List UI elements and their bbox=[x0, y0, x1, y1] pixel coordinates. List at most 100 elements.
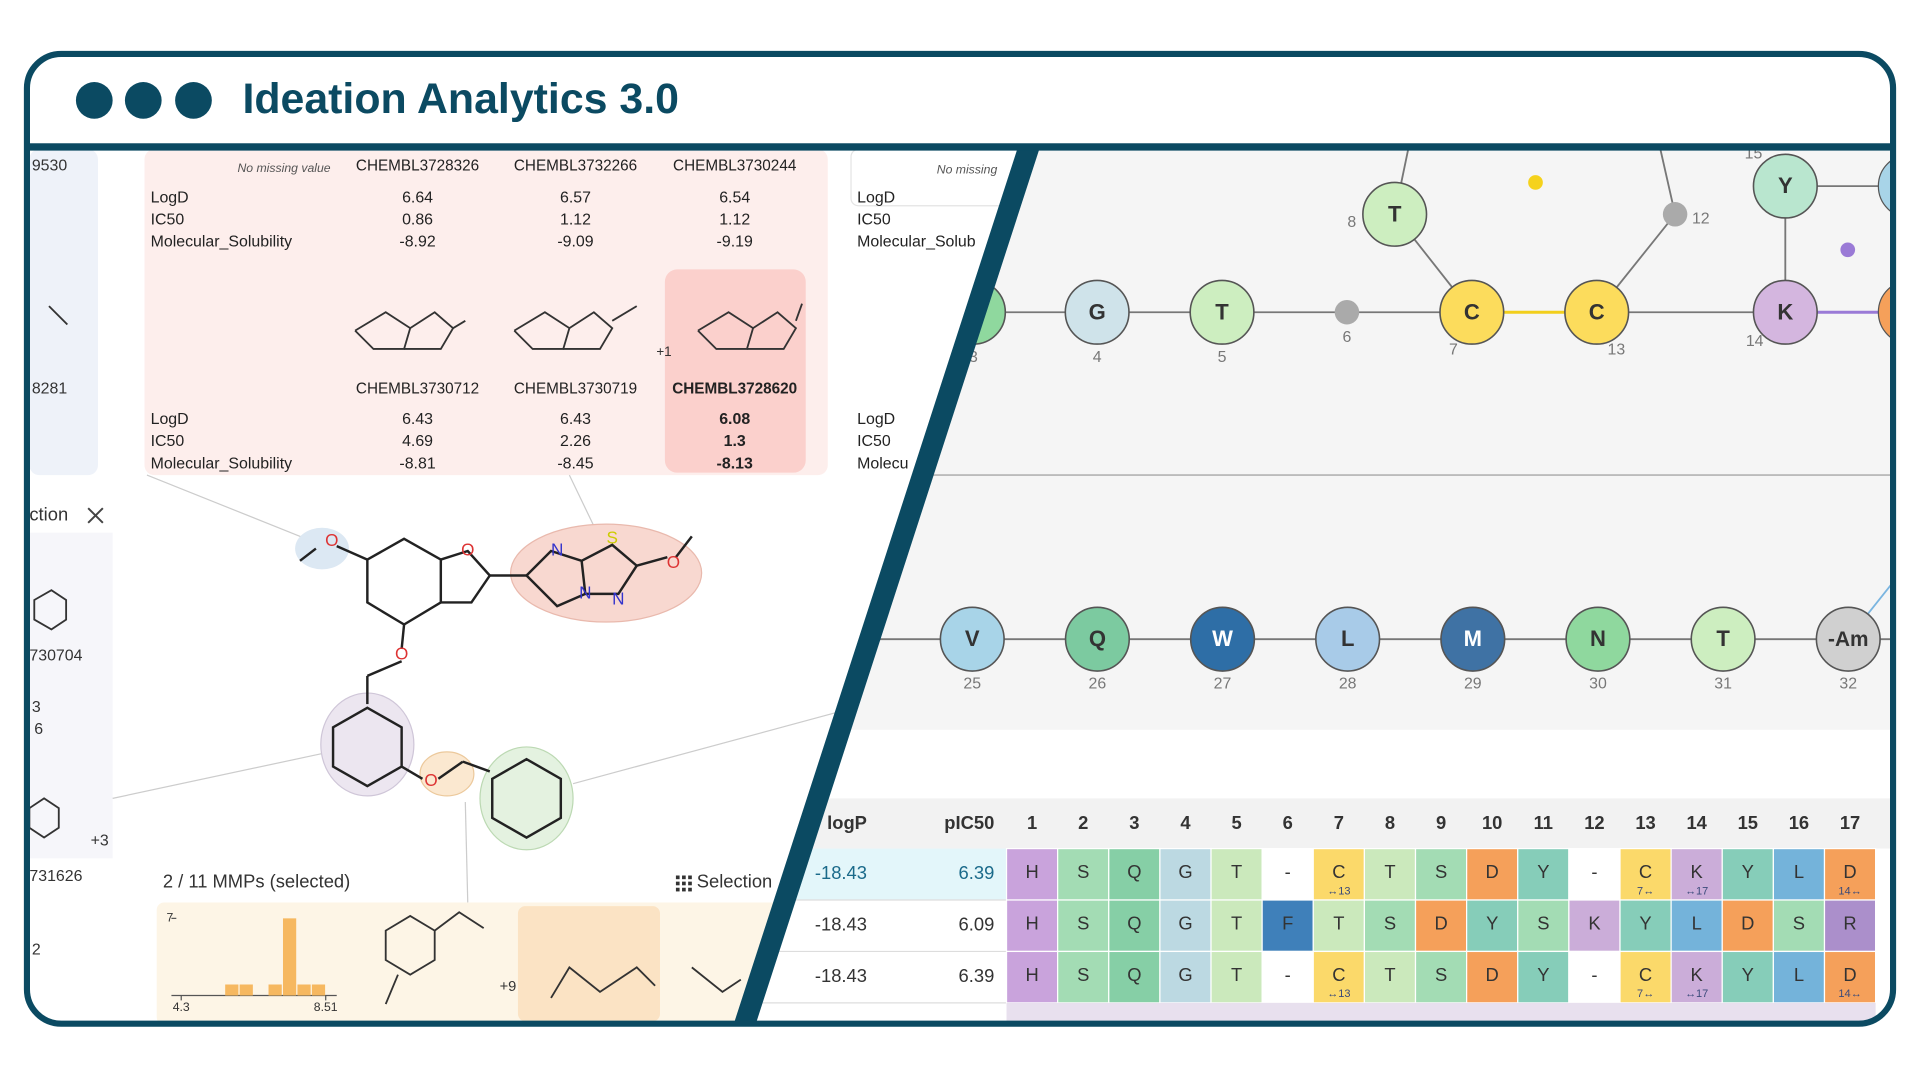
graph-node bbox=[1189, 606, 1256, 672]
residue-cell bbox=[1312, 950, 1365, 1004]
property-label: Molecular_Solubility bbox=[151, 234, 293, 251]
node-index: 28 bbox=[1339, 676, 1357, 693]
residue: C bbox=[1332, 964, 1345, 985]
node-label: -Am bbox=[1828, 628, 1868, 651]
residue: H bbox=[1025, 912, 1038, 933]
node-index: 15 bbox=[1745, 145, 1763, 162]
residue-cell bbox=[1363, 899, 1417, 953]
note: No missing bbox=[937, 162, 998, 176]
fragment-text: 8281 bbox=[32, 381, 68, 398]
window-dot[interactable] bbox=[75, 82, 113, 119]
residue: G bbox=[1178, 964, 1192, 985]
property-label: Molecular_Solub bbox=[857, 234, 976, 251]
property-value: 6.64 bbox=[402, 190, 433, 207]
residue-cell bbox=[1210, 847, 1263, 901]
node-index: 8 bbox=[1347, 214, 1356, 231]
property-value: 4.69 bbox=[402, 433, 433, 450]
residue: S bbox=[1077, 964, 1089, 985]
bar bbox=[297, 984, 311, 996]
fragment-text: 6 bbox=[34, 721, 43, 738]
histogram: 4.3 8.51 7 bbox=[167, 911, 338, 1014]
residue: K bbox=[1691, 964, 1704, 985]
property-label: LogD bbox=[857, 411, 895, 428]
residue: L bbox=[1794, 964, 1804, 985]
node-label: C bbox=[1589, 299, 1605, 324]
residue-cell bbox=[1108, 847, 1161, 901]
residue-cell bbox=[1363, 847, 1417, 901]
selection-icon bbox=[675, 875, 692, 892]
residue: T bbox=[1231, 964, 1242, 985]
divider bbox=[732, 144, 1041, 1029]
node-index: 31 bbox=[1714, 676, 1732, 693]
residue: H bbox=[1025, 964, 1038, 985]
residue-cell bbox=[1721, 950, 1774, 1004]
node-index: 29 bbox=[1464, 676, 1482, 693]
property-label: Molecu bbox=[857, 455, 908, 472]
residue-cell bbox=[1823, 847, 1877, 901]
property-value: 2.26 bbox=[560, 433, 591, 450]
bar bbox=[268, 984, 282, 996]
residue-link: 7↔ bbox=[1637, 885, 1654, 897]
column-header: logP bbox=[827, 812, 867, 833]
graph-node bbox=[1815, 606, 1881, 672]
window-dot[interactable] bbox=[175, 82, 212, 119]
residue: T bbox=[1231, 861, 1242, 882]
selection-button[interactable]: Selection bbox=[697, 871, 773, 892]
column-header: 7 bbox=[1334, 812, 1344, 833]
residue: - bbox=[1591, 861, 1597, 882]
residue: L bbox=[1692, 912, 1702, 933]
graph-node bbox=[1752, 279, 1818, 345]
property-value: 1.12 bbox=[719, 212, 750, 229]
residue: F bbox=[1282, 912, 1293, 933]
residue-cell bbox=[1721, 847, 1774, 901]
property-value: 6.43 bbox=[560, 411, 591, 428]
residue-cell bbox=[1057, 950, 1110, 1004]
column-header: 15 bbox=[1738, 812, 1758, 833]
column-header: 1 bbox=[1027, 812, 1037, 833]
property-label: LogD bbox=[151, 190, 189, 207]
top-margin bbox=[0, 0, 1920, 54]
residue: Q bbox=[1127, 964, 1141, 985]
selected-column bbox=[664, 269, 806, 473]
graph-node bbox=[1440, 606, 1506, 672]
graph-node bbox=[1189, 279, 1255, 345]
cell-logp: -18.43 bbox=[815, 914, 867, 935]
x-tick-label: 8.51 bbox=[314, 1000, 338, 1014]
graph-dot bbox=[1840, 242, 1856, 258]
residue-link: ↔17 bbox=[1685, 988, 1708, 1000]
residue: S bbox=[1077, 912, 1089, 933]
graph-node bbox=[1662, 202, 1688, 227]
fragment-text: 2 bbox=[32, 941, 41, 958]
bottom-margin bbox=[0, 1026, 1920, 1080]
window-dot[interactable] bbox=[124, 82, 162, 119]
residue-cell bbox=[1159, 847, 1212, 901]
svg-text:N: N bbox=[551, 540, 563, 560]
property-value: 1.3 bbox=[724, 433, 746, 450]
property-label: Molecular_Solubility bbox=[151, 455, 293, 472]
residue: R bbox=[1843, 912, 1856, 933]
column-header: 16 bbox=[1789, 812, 1809, 833]
residue: T bbox=[1384, 861, 1395, 882]
compound-id: CHEMBL3732266 bbox=[514, 158, 637, 175]
residue: D bbox=[1486, 861, 1499, 882]
residue: K bbox=[1588, 912, 1601, 933]
partial-row bbox=[1006, 1002, 1876, 1022]
residue-link: 7↔ bbox=[1637, 988, 1654, 1000]
residue: S bbox=[1384, 912, 1396, 933]
property-value: -8.13 bbox=[717, 455, 753, 472]
node-index: 6 bbox=[1343, 329, 1352, 346]
side-card bbox=[29, 149, 98, 476]
residue-cell bbox=[1823, 899, 1877, 953]
graph-node bbox=[1362, 181, 1428, 247]
close-icon[interactable] bbox=[87, 507, 104, 524]
graph-node bbox=[1315, 606, 1381, 672]
svg-text:N: N bbox=[612, 589, 624, 609]
node-index: 30 bbox=[1589, 676, 1607, 693]
property-label: LogD bbox=[151, 411, 189, 428]
residue-cell bbox=[1568, 899, 1621, 953]
property-value: 1.12 bbox=[560, 212, 591, 229]
left-panel: O O O O O N N N S 4.3 8.51 7 9530 8281 ction 730704… bbox=[29, 149, 1024, 1022]
residue: D bbox=[1434, 912, 1447, 933]
selection-list bbox=[29, 532, 113, 859]
